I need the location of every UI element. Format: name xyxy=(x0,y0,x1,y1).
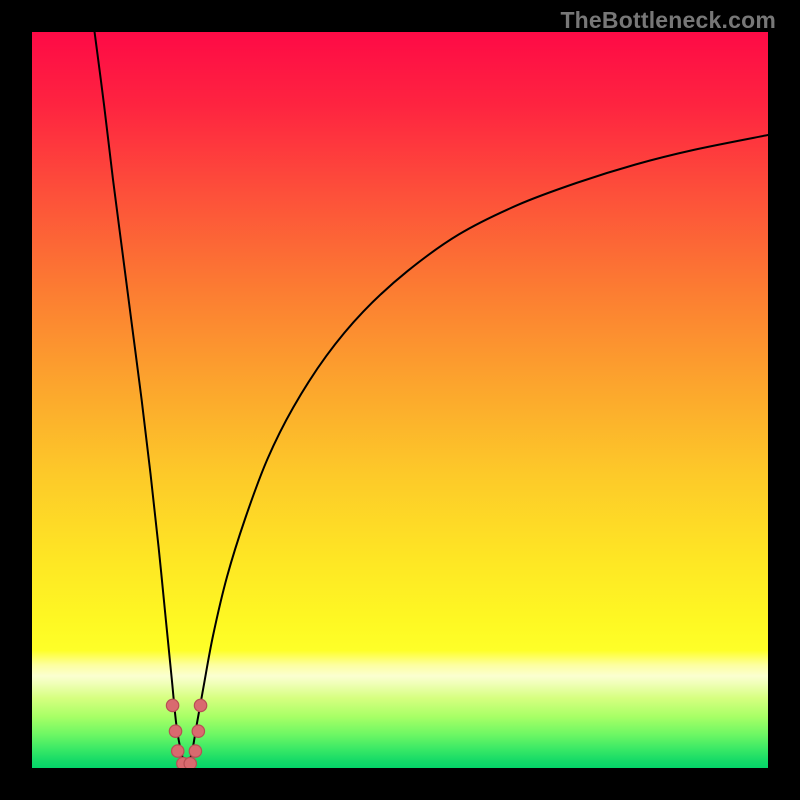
chart-svg xyxy=(32,32,768,768)
marker-dot xyxy=(172,745,184,757)
marker-dot xyxy=(192,725,204,737)
marker-dot xyxy=(169,725,181,737)
marker-dot xyxy=(189,745,201,757)
chart-stage: TheBottleneck.com xyxy=(0,0,800,800)
marker-dot xyxy=(194,699,206,711)
plot-area xyxy=(32,32,768,768)
watermark-text: TheBottleneck.com xyxy=(560,7,776,34)
marker-dot xyxy=(184,757,196,768)
marker-dot xyxy=(166,699,178,711)
